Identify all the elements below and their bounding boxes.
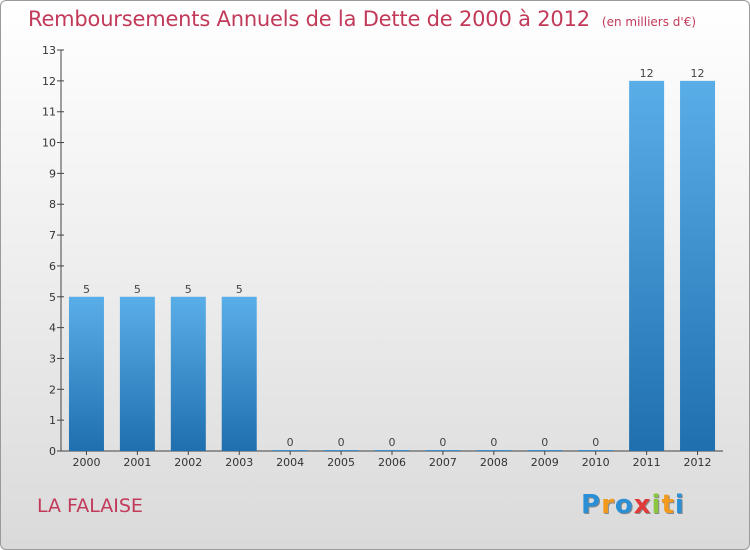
y-tick-label: 1 xyxy=(49,414,56,427)
data-label: 5 xyxy=(236,283,243,296)
chart-title: Remboursements Annuels de la Dette de 20… xyxy=(28,7,697,31)
data-label: 0 xyxy=(490,436,497,449)
bar xyxy=(221,296,257,451)
proxiti-logo: Proxiti xyxy=(581,490,685,520)
bar xyxy=(170,296,206,451)
x-tick-label: 2001 xyxy=(123,456,151,469)
data-label: 5 xyxy=(83,283,90,296)
bar xyxy=(629,80,665,451)
y-tick-label: 8 xyxy=(49,198,56,211)
y-tick-label: 5 xyxy=(49,291,56,304)
y-tick-label: 12 xyxy=(42,75,56,88)
logo-letter: x xyxy=(633,490,652,520)
data-label: 0 xyxy=(541,436,548,449)
x-tick-label: 2010 xyxy=(582,456,610,469)
y-tick-label: 10 xyxy=(42,137,56,150)
chart-unit: (en milliers d'€) xyxy=(601,15,697,29)
logo-letter: i xyxy=(674,490,685,520)
x-tick-label: 2003 xyxy=(225,456,253,469)
logo-letter: t xyxy=(661,490,675,520)
bar xyxy=(68,296,104,451)
logo-letter: o xyxy=(614,490,634,520)
x-tick-label: 2006 xyxy=(378,456,406,469)
x-tick-label: 2011 xyxy=(633,456,661,469)
bar xyxy=(680,80,716,451)
data-label: 0 xyxy=(287,436,294,449)
town-name: LA FALAISE xyxy=(37,495,143,517)
y-tick-label: 0 xyxy=(49,445,56,458)
x-tick-label: 2009 xyxy=(531,456,559,469)
y-tick-label: 6 xyxy=(49,260,56,273)
y-tick-label: 2 xyxy=(49,383,56,396)
logo-letter: r xyxy=(601,490,615,520)
y-tick-label: 4 xyxy=(49,322,56,335)
bar xyxy=(374,450,410,451)
data-label: 5 xyxy=(134,283,141,296)
data-label: 12 xyxy=(691,67,705,80)
y-tick-label: 3 xyxy=(49,352,56,365)
data-label: 0 xyxy=(439,436,446,449)
x-tick-label: 2000 xyxy=(72,456,100,469)
x-tick-label: 2004 xyxy=(276,456,304,469)
y-tick-label: 13 xyxy=(42,44,56,57)
bar xyxy=(476,450,512,451)
y-tick-label: 9 xyxy=(49,167,56,180)
logo-letter: i xyxy=(651,490,662,520)
x-tick-label: 2007 xyxy=(429,456,457,469)
logo-letter: P xyxy=(581,490,602,520)
x-tick-label: 2008 xyxy=(480,456,508,469)
x-tick-label: 2005 xyxy=(327,456,355,469)
x-tick-label: 2002 xyxy=(174,456,202,469)
x-tick-label: 2012 xyxy=(684,456,712,469)
data-label: 0 xyxy=(389,436,396,449)
bar xyxy=(527,450,563,451)
bar xyxy=(119,296,155,451)
y-tick-label: 7 xyxy=(49,229,56,242)
data-label: 5 xyxy=(185,283,192,296)
bar xyxy=(272,450,308,451)
bar xyxy=(425,450,461,451)
data-label: 0 xyxy=(338,436,345,449)
data-label: 0 xyxy=(592,436,599,449)
y-tick-label: 11 xyxy=(42,106,56,119)
bar xyxy=(578,450,614,451)
bar xyxy=(323,450,359,451)
data-label: 12 xyxy=(640,67,654,80)
